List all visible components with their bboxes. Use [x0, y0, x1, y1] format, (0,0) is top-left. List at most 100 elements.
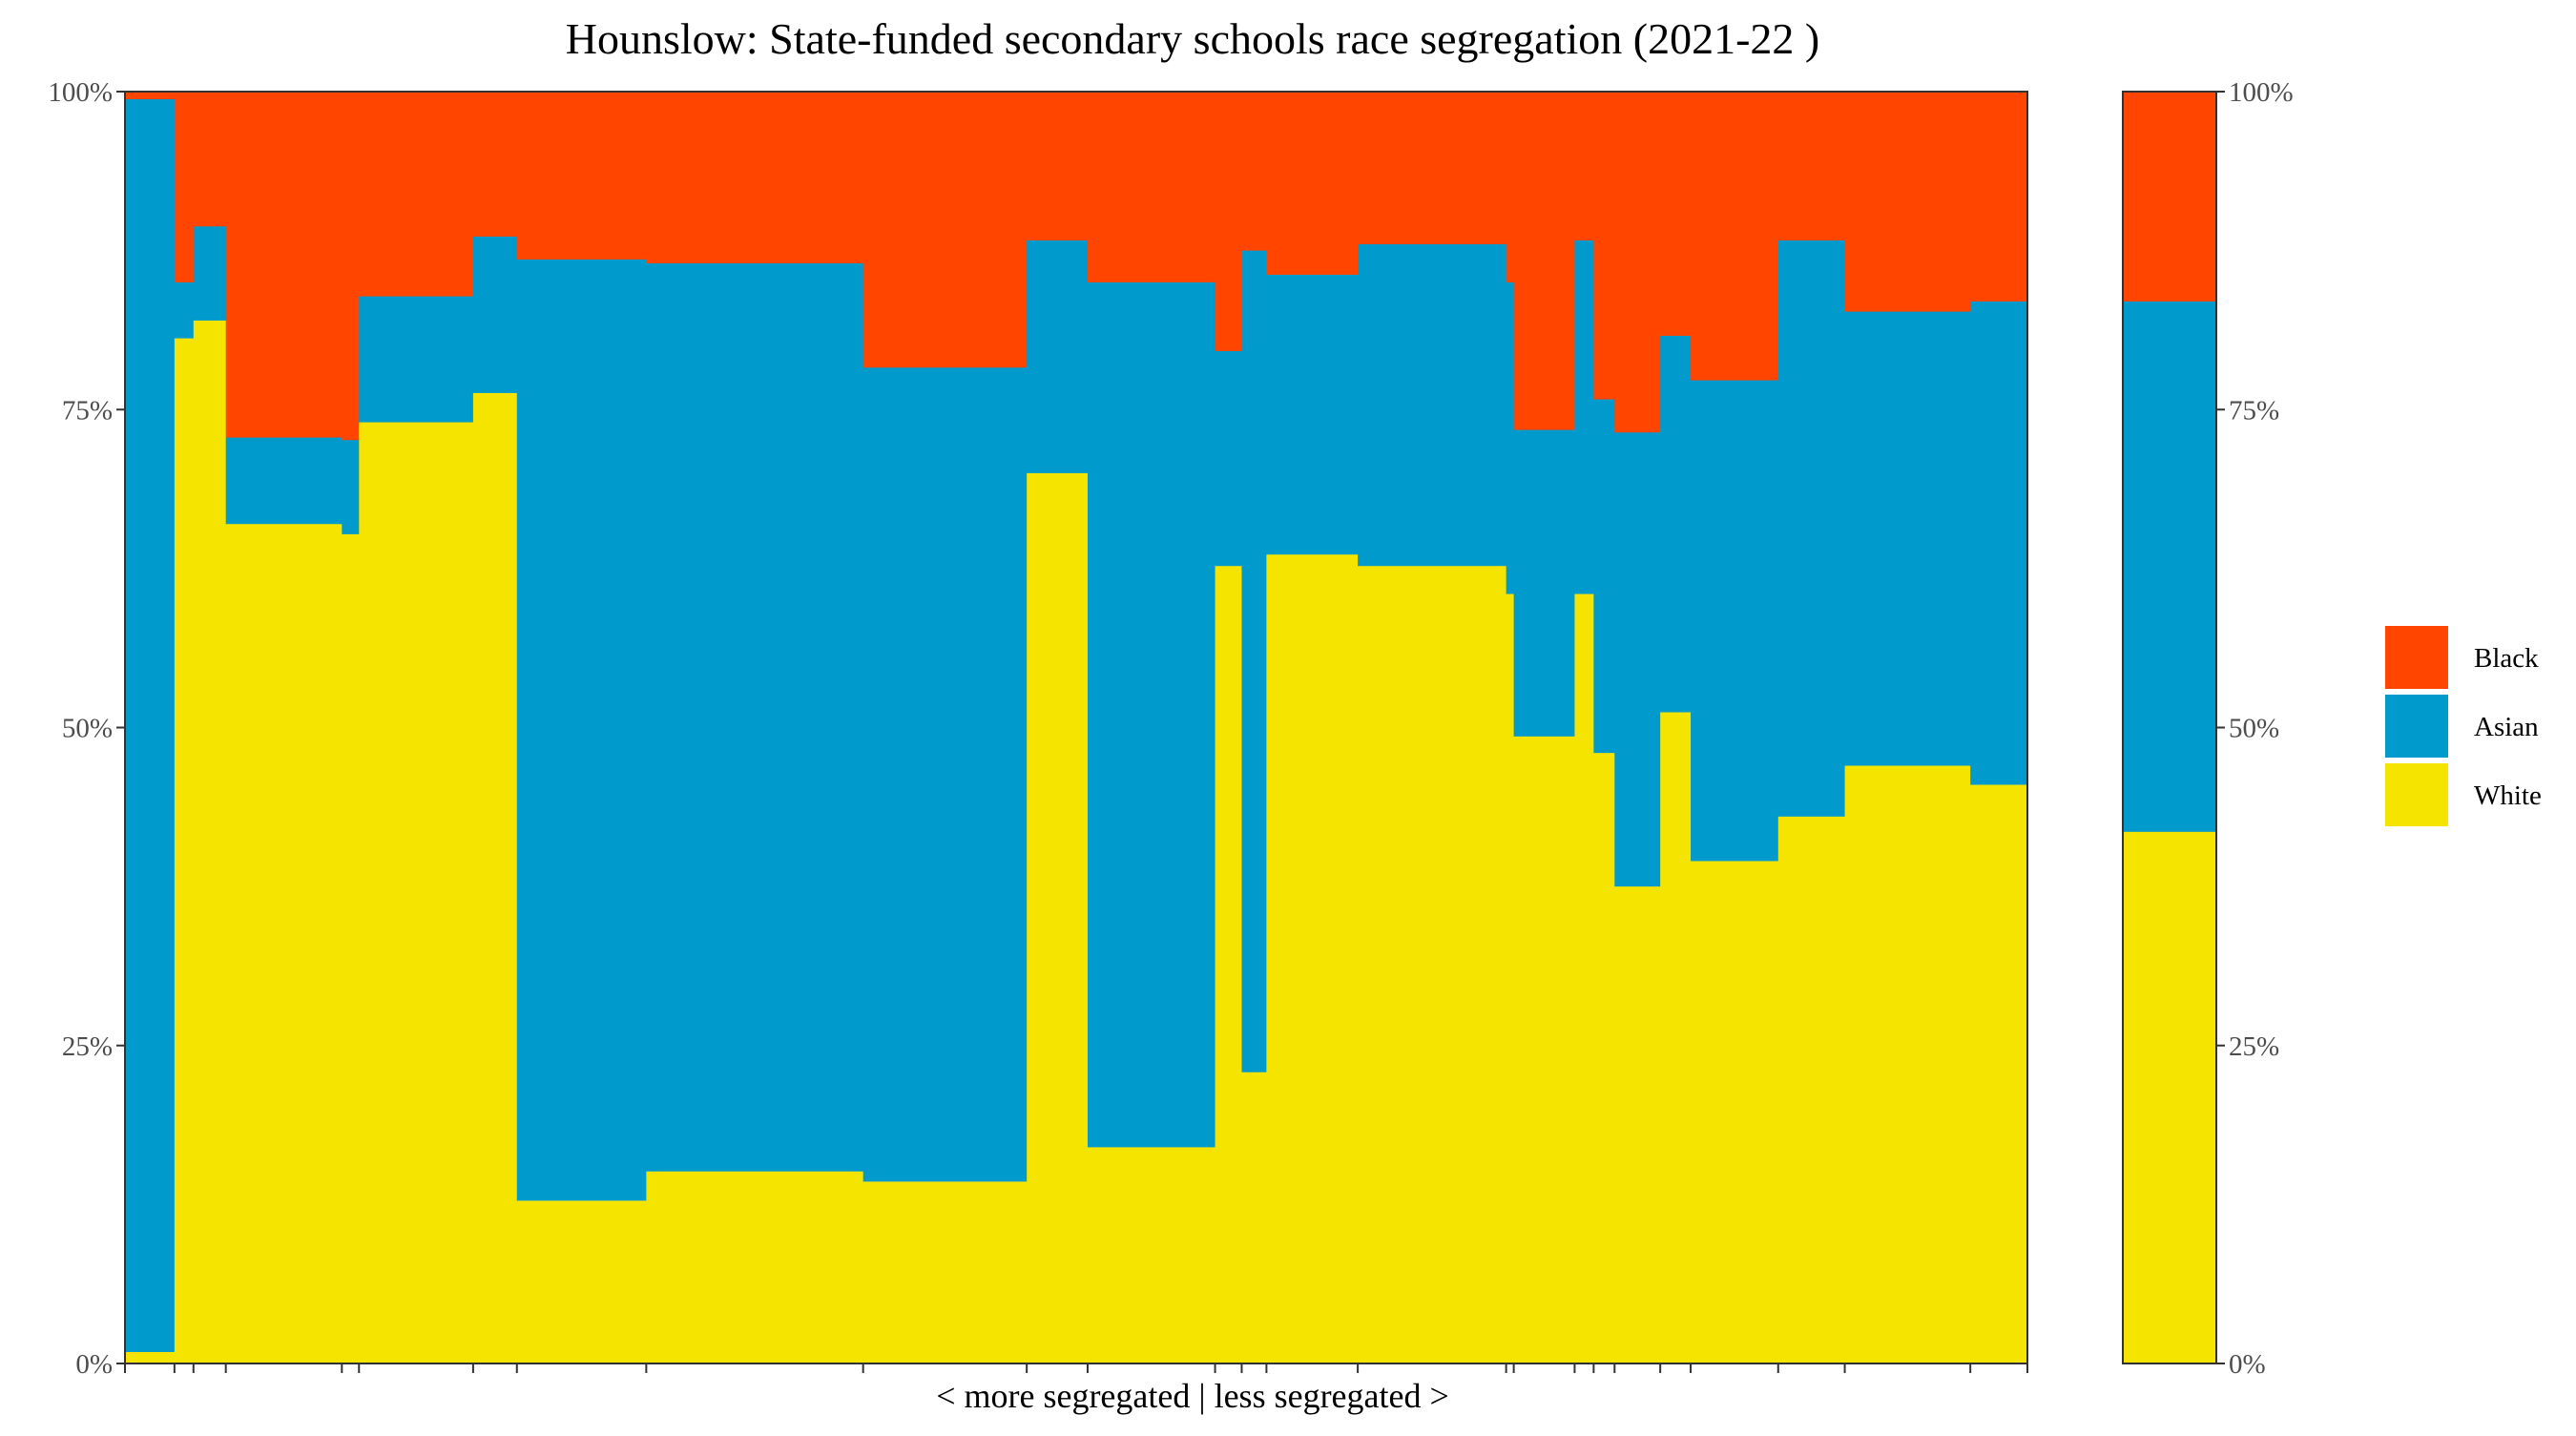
school-23-asian-segment	[1691, 380, 1779, 862]
school-24-asian-segment	[1777, 239, 1846, 818]
school-column	[1844, 92, 1971, 1363]
school-18-black-segment	[1513, 92, 1576, 431]
school-21-white-segment	[1614, 886, 1661, 1363]
school-11-white-segment	[1027, 472, 1089, 1363]
left-y-tick-label: 75%	[62, 395, 113, 426]
school-15-asian-segment	[1266, 274, 1359, 555]
school-18-asian-segment	[1513, 429, 1576, 738]
school-4-black-segment	[225, 92, 343, 439]
school-9-white-segment	[646, 1171, 864, 1363]
school-8-black-segment	[516, 92, 647, 260]
overall-asian-segment	[2123, 301, 2217, 833]
left-y-tick-label: 50%	[62, 714, 113, 744]
legend-item-black: Black	[2385, 626, 2539, 689]
school-23-black-segment	[1691, 92, 1779, 382]
school-6-black-segment	[359, 92, 474, 298]
school-3-white-segment	[193, 320, 227, 1364]
school-9-black-segment	[646, 92, 864, 264]
left-y-tick-label: 25%	[62, 1031, 113, 1062]
school-12-white-segment	[1087, 1147, 1216, 1363]
school-19-white-segment	[1574, 593, 1594, 1363]
legend-item-white: White	[2385, 763, 2542, 826]
overall-white-segment	[2123, 831, 2217, 1363]
school-14-black-segment	[1241, 92, 1267, 252]
school-22-black-segment	[1660, 92, 1692, 337]
school-11-black-segment	[1027, 92, 1089, 241]
school-column	[359, 92, 474, 1364]
school-7-asian-segment	[472, 236, 518, 394]
school-5-asian-segment	[342, 440, 360, 535]
school-13-black-segment	[1215, 92, 1243, 352]
chart-title: Hounslow: State-funded secondary schools…	[566, 14, 1819, 63]
school-20-white-segment	[1593, 753, 1615, 1363]
overall-black-segment	[2123, 92, 2217, 302]
school-column	[646, 92, 864, 1363]
school-21-asian-segment	[1614, 432, 1661, 887]
school-2-asian-segment	[174, 281, 195, 340]
school-8-asian-segment	[516, 259, 647, 1201]
school-19-asian-segment	[1574, 239, 1594, 595]
school-20-asian-segment	[1593, 399, 1615, 754]
school-16-black-segment	[1358, 92, 1507, 245]
school-column	[1660, 92, 1692, 1363]
right-y-tick-label: 50%	[2229, 714, 2279, 744]
school-3-black-segment	[193, 92, 227, 227]
school-6-asian-segment	[359, 296, 474, 424]
school-column	[1970, 92, 2028, 1363]
school-14-asian-segment	[1241, 250, 1267, 1073]
right-y-tick-label: 25%	[2229, 1031, 2279, 1062]
school-column	[225, 92, 343, 1363]
school-column	[342, 92, 360, 1363]
school-16-asian-segment	[1358, 243, 1507, 567]
school-24-black-segment	[1777, 92, 1846, 241]
school-21-black-segment	[1614, 92, 1661, 433]
school-column	[193, 92, 227, 1364]
school-26-asian-segment	[1970, 301, 2028, 785]
school-4-asian-segment	[225, 437, 343, 525]
school-4-white-segment	[225, 524, 343, 1363]
school-17-asian-segment	[1506, 281, 1515, 595]
school-22-asian-segment	[1660, 335, 1692, 714]
legend-swatch	[2385, 695, 2448, 758]
school-3-asian-segment	[193, 226, 227, 322]
x-axis-ticks	[124, 1363, 2028, 1373]
legend-label: White	[2474, 780, 2542, 811]
school-10-black-segment	[862, 92, 1028, 368]
school-26-black-segment	[1970, 92, 2028, 302]
school-column	[516, 92, 647, 1363]
school-10-asian-segment	[862, 367, 1028, 1182]
school-column	[1241, 92, 1267, 1363]
school-1-white-segment	[125, 1352, 176, 1363]
school-1-black-segment	[125, 92, 176, 100]
school-column	[125, 92, 176, 1363]
left-y-axis: 0% 25% 50% 75% 100%	[48, 77, 125, 1380]
school-15-white-segment	[1266, 554, 1359, 1363]
school-26-white-segment	[1970, 784, 2028, 1363]
legend-swatch	[2385, 763, 2448, 826]
right-y-axis: 0% 25% 50% 75% 100%	[2216, 77, 2294, 1380]
school-column	[1593, 92, 1615, 1363]
school-column	[472, 92, 518, 1363]
overall-column	[2123, 92, 2217, 1363]
school-column	[1614, 92, 1661, 1363]
right-y-tick-label: 0%	[2229, 1349, 2266, 1380]
left-y-tick-label: 0%	[75, 1349, 113, 1380]
school-12-asian-segment	[1087, 281, 1216, 1148]
school-2-white-segment	[174, 338, 195, 1363]
school-9-asian-segment	[646, 262, 864, 1173]
left-y-tick-label: 100%	[48, 77, 113, 108]
school-column	[1027, 92, 1089, 1363]
legend-swatch	[2385, 626, 2448, 689]
school-20-black-segment	[1593, 92, 1615, 401]
legend-item-asian: Asian	[2385, 695, 2539, 758]
school-column	[1358, 92, 1507, 1363]
school-25-black-segment	[1844, 92, 1971, 313]
school-column	[1691, 92, 1779, 1363]
school-5-white-segment	[342, 533, 360, 1363]
school-15-black-segment	[1266, 92, 1359, 276]
school-11-asian-segment	[1027, 239, 1089, 474]
school-19-black-segment	[1574, 92, 1594, 241]
main-panel	[124, 91, 2028, 1364]
